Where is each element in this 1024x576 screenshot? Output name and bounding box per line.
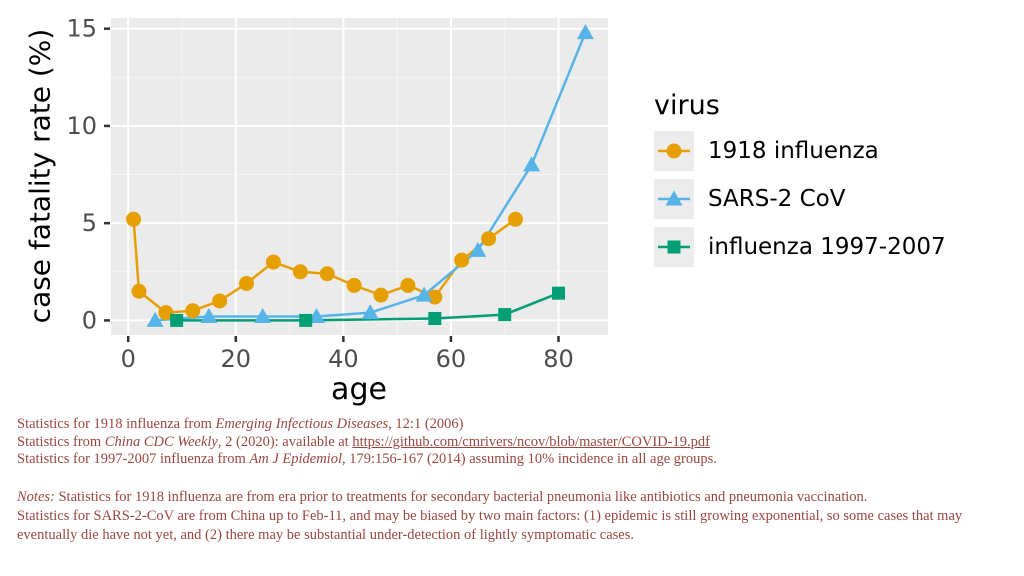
x-tick-label: 0: [121, 345, 136, 373]
legend-item-1918-influenza: 1918 influenza: [654, 131, 946, 171]
point-1918-influenza: [346, 277, 362, 293]
line-1918-influenza: [132, 218, 517, 314]
footnote-text: Statistics for 1997-2007 influenza from: [17, 451, 250, 467]
y-tick-label: 5: [82, 209, 97, 237]
footnote-text: Notes:: [17, 488, 55, 505]
point-1918-influenza: [507, 211, 523, 227]
footnote-text: Statistics for 1918 influenza from: [17, 416, 216, 432]
footnote-text: Am J Epidemiol: [249, 451, 342, 467]
covid19-pdf-link[interactable]: https://github.com/cmrivers/ncov/blob/ma…: [352, 433, 710, 450]
point-1918-influenza: [185, 303, 201, 319]
footnote-line: Statistics for 1918 influenza from Emerg…: [17, 416, 1017, 434]
y-axis-title: case fatality rate (%): [23, 28, 57, 324]
point-influenza-1997-2007: [299, 313, 313, 327]
point-1918-influenza: [319, 266, 335, 282]
footnote-text: , 2 (2020): available at: [217, 433, 353, 450]
y-tick-label: 0: [82, 306, 97, 334]
footnote-text: Statistics for 1918 influenza are from e…: [54, 488, 868, 505]
y-tick-label: 15: [66, 15, 97, 43]
legend-item-sars-2-cov: SARS-2 CoV: [654, 179, 946, 219]
x-tick-label: 40: [328, 345, 359, 373]
footnote-line: Statistics from China CDC Weekly, 2 (202…: [17, 434, 1017, 452]
point-1918-influenza: [212, 293, 228, 309]
legend-label: SARS-2 CoV: [708, 186, 846, 212]
footnote-text: , 12:1 (2006): [388, 416, 464, 432]
footnote-line: Notes: Statistics for 1918 influenza are…: [17, 488, 1017, 507]
legend-label: influenza 1997-2007: [708, 234, 946, 260]
legend-key-circle-icon: [654, 131, 694, 171]
point-1918-influenza: [126, 211, 142, 227]
point-influenza-1997-2007: [428, 311, 442, 325]
point-influenza-1997-2007: [170, 313, 184, 327]
legend-label: 1918 influenza: [708, 138, 879, 164]
point-influenza-1997-2007: [498, 308, 512, 322]
x-tick-label: 60: [436, 345, 467, 373]
legend-item-influenza-1997-2007: influenza 1997-2007: [654, 227, 946, 267]
footnote-text: eventually die have not yet, and (2) the…: [17, 526, 634, 543]
point-1918-influenza: [454, 252, 470, 268]
x-axis-title: age: [331, 372, 387, 407]
cfr-by-age-chart: 0 20 40 60 80 0 5 10 15: [66, 15, 608, 373]
point-sars-2-cov: [576, 24, 594, 40]
footnote-text: Statistics for SARS-2-CoV are from China…: [17, 507, 963, 524]
point-1918-influenza: [131, 283, 147, 299]
point-1918-influenza: [239, 275, 255, 291]
point-sars-2-cov: [415, 286, 433, 302]
point-1918-influenza: [158, 305, 174, 321]
footnote-text: , 179:156-167 (2014) assuming 10% incide…: [341, 451, 717, 467]
point-influenza-1997-2007: [552, 286, 566, 300]
legend-key-triangle-icon: [654, 179, 694, 219]
point-1918-influenza: [400, 277, 416, 293]
point-1918-influenza: [373, 287, 389, 303]
legend: virus 1918 influenza SARS-2 CoV influenz…: [654, 90, 946, 275]
point-sars-2-cov: [307, 308, 325, 324]
footnote-line: Statistics for 1997-2007 influenza from …: [17, 451, 1017, 469]
footnote-text: Statistics from: [17, 433, 105, 450]
legend-title: virus: [654, 90, 720, 121]
footnote-text: China CDC Weekly: [104, 433, 218, 450]
footnote-line: eventually die have not yet, and (2) the…: [17, 526, 1017, 545]
point-sars-2-cov: [200, 308, 218, 324]
y-tick-label: 10: [66, 112, 97, 140]
footnote-line: Statistics for SARS-2-CoV are from China…: [17, 507, 1017, 526]
footnote-text: Emerging Infectious Diseases: [215, 416, 389, 432]
legend-key-square-icon: [654, 227, 694, 267]
point-sars-2-cov: [469, 241, 487, 257]
footnotes: Statistics for 1918 influenza from Emerg…: [17, 416, 1017, 545]
point-sars-2-cov: [146, 311, 164, 327]
point-1918-influenza: [265, 254, 281, 270]
x-tick-label: 20: [221, 345, 252, 373]
point-sars-2-cov: [254, 308, 272, 324]
notes-lines: Notes: Statistics for 1918 influenza are…: [17, 488, 1017, 545]
point-sars-2-cov: [361, 304, 379, 320]
point-sars-2-cov: [523, 156, 541, 172]
reference-lines: Statistics for 1918 influenza from Emerg…: [17, 416, 1017, 469]
x-tick-label: 80: [543, 345, 574, 373]
point-1918-influenza: [292, 264, 308, 280]
point-1918-influenza: [481, 231, 497, 247]
